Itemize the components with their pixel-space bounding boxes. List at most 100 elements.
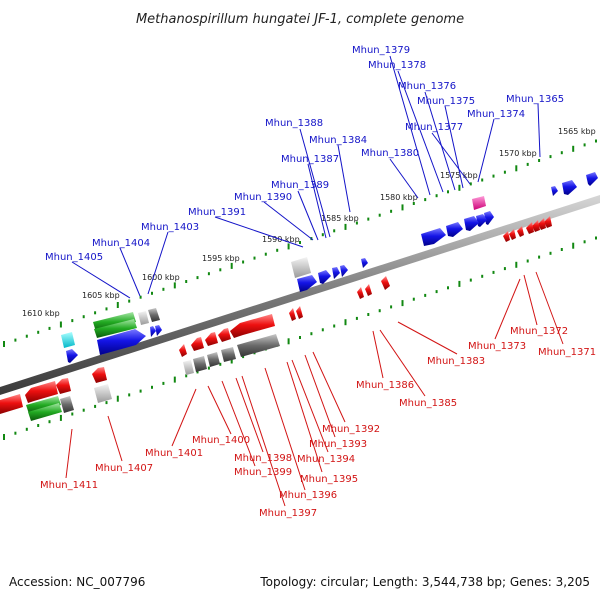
gene-forward[interactable]: [318, 270, 331, 284]
gene-label[interactable]: Mhun_1399: [234, 467, 292, 478]
gene-reverse[interactable]: [230, 314, 275, 338]
gene-reverse[interactable]: [357, 287, 364, 299]
gene-forward[interactable]: [476, 214, 487, 227]
gene-reverse[interactable]: [544, 216, 552, 228]
gene-label[interactable]: Mhun_1386: [356, 380, 414, 391]
other-feature[interactable]: [61, 332, 75, 348]
gene-forward[interactable]: [446, 222, 463, 237]
gene-label[interactable]: Mhun_1396: [279, 490, 337, 501]
scale-tick: [207, 272, 210, 276]
gene-label[interactable]: Mhun_1411: [40, 480, 98, 491]
gene-reverse[interactable]: [365, 284, 372, 296]
gene-reverse[interactable]: [25, 381, 58, 403]
pseudogene[interactable]: [183, 360, 194, 375]
gene-forward[interactable]: [97, 329, 146, 355]
gene-label[interactable]: Mhun_1371: [538, 347, 596, 358]
pseudogene[interactable]: [207, 352, 220, 367]
gene-reverse[interactable]: [503, 231, 510, 242]
gene-forward[interactable]: [66, 349, 78, 363]
gene-label[interactable]: Mhun_1407: [95, 463, 153, 474]
gene-label[interactable]: Mhun_1373: [468, 341, 526, 352]
other-bottom-features[interactable]: [26, 334, 280, 421]
gene-label[interactable]: Mhun_1392: [322, 424, 380, 435]
gene-label[interactable]: Mhun_1372: [510, 326, 568, 337]
gene-label[interactable]: Mhun_1398: [234, 453, 292, 464]
gene-forward[interactable]: [340, 265, 348, 277]
gene-label[interactable]: Mhun_1393: [309, 439, 367, 450]
scale-tick: [390, 209, 393, 213]
special-feature[interactable]: [472, 196, 486, 210]
pseudogene[interactable]: [60, 396, 74, 413]
gene-forward[interactable]: [484, 211, 494, 225]
gene-forward[interactable]: [464, 216, 479, 231]
pseudogene[interactable]: [94, 384, 112, 403]
pseudogene[interactable]: [193, 356, 207, 372]
gene-label[interactable]: Mhun_1390: [234, 192, 292, 203]
gene-label[interactable]: Mhun_1404: [92, 238, 150, 249]
gene-label[interactable]: Mhun_1376: [398, 81, 456, 92]
gene-label[interactable]: Mhun_1384: [309, 135, 367, 146]
reverse-strand-genes[interactable]: [0, 216, 552, 414]
gene-label[interactable]: Mhun_1403: [141, 222, 199, 233]
gene-reverse[interactable]: [509, 229, 516, 240]
rna-gene[interactable]: [94, 319, 137, 338]
gene-label[interactable]: Mhun_1374: [467, 109, 525, 120]
gene-label[interactable]: Mhun_1380: [361, 148, 419, 159]
gene-reverse[interactable]: [92, 367, 107, 383]
gene-reverse[interactable]: [381, 276, 390, 290]
scale-label: 1600 kbp: [142, 273, 180, 282]
scale-tick: [447, 190, 449, 194]
scale-tick: [94, 404, 97, 408]
gene-label[interactable]: Mhun_1397: [259, 508, 317, 519]
gene-reverse[interactable]: [538, 218, 546, 230]
rna-gene[interactable]: [28, 403, 62, 421]
gene-label[interactable]: Mhun_1400: [192, 435, 250, 446]
gene-reverse[interactable]: [56, 378, 71, 394]
gene-forward[interactable]: [551, 186, 558, 196]
other-top-features[interactable]: [61, 196, 486, 348]
pseudogene[interactable]: [138, 311, 149, 325]
gene-label[interactable]: Mhun_1394: [297, 454, 355, 465]
gene-label[interactable]: Mhun_1387: [281, 154, 339, 165]
gene-forward[interactable]: [332, 267, 340, 279]
gene-label[interactable]: Mhun_1379: [352, 45, 410, 56]
gene-reverse[interactable]: [205, 332, 218, 346]
gene-label[interactable]: Mhun_1377: [405, 122, 463, 133]
gene-reverse[interactable]: [532, 220, 540, 232]
forward-strand-genes[interactable]: [66, 172, 598, 363]
gene-label[interactable]: Mhun_1365: [506, 94, 564, 105]
pseudogene[interactable]: [148, 308, 160, 322]
gene-reverse[interactable]: [296, 306, 303, 319]
gene-label[interactable]: Mhun_1378: [368, 60, 426, 71]
gene-label[interactable]: Mhun_1401: [145, 448, 203, 459]
gene-label[interactable]: Mhun_1391: [188, 207, 246, 218]
gene-label[interactable]: Mhun_1385: [399, 398, 457, 409]
gene-forward[interactable]: [361, 258, 368, 268]
scale-tick: [230, 357, 233, 364]
gene-forward[interactable]: [297, 275, 317, 292]
gene-reverse[interactable]: [0, 394, 23, 414]
gene-label[interactable]: Mhun_1388: [265, 118, 323, 129]
gene-reverse[interactable]: [179, 344, 187, 357]
pseudogene[interactable]: [221, 347, 236, 362]
gene-reverse[interactable]: [218, 328, 231, 342]
gene-label[interactable]: Mhun_1389: [271, 180, 329, 191]
gene-label[interactable]: Mhun_1383: [427, 356, 485, 367]
gene-forward[interactable]: [562, 180, 577, 195]
gene-reverse[interactable]: [289, 308, 296, 321]
gene-reverse[interactable]: [517, 226, 524, 237]
gene-forward[interactable]: [155, 325, 162, 336]
rna-gene[interactable]: [26, 396, 61, 414]
pseudogene[interactable]: [237, 334, 280, 357]
gene-label[interactable]: Mhun_1395: [300, 474, 358, 485]
scale-tick: [447, 286, 449, 290]
gene-label[interactable]: Mhun_1375: [417, 96, 475, 107]
pseudogene[interactable]: [291, 257, 311, 278]
gene-reverse[interactable]: [191, 337, 204, 351]
gene-forward[interactable]: [586, 172, 598, 186]
gene-reverse[interactable]: [526, 222, 534, 234]
gene-forward[interactable]: [150, 326, 156, 337]
gene-forward[interactable]: [421, 228, 446, 246]
gene-label[interactable]: Mhun_1405: [45, 252, 103, 263]
